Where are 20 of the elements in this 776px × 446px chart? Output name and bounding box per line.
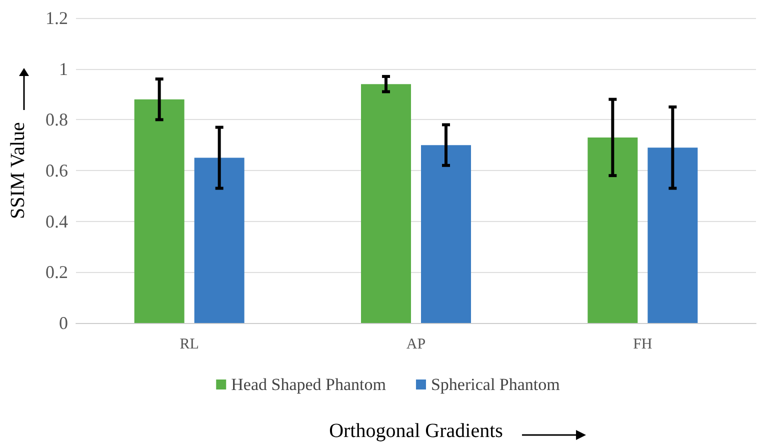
y-axis-title: SSIM Value <box>7 122 29 219</box>
bar <box>361 84 411 323</box>
x-tick-label: AP <box>406 336 426 352</box>
bar <box>648 148 698 323</box>
bar <box>134 99 184 323</box>
bar <box>421 145 471 323</box>
x-axis-title: Orthogonal Gradients <box>329 420 504 442</box>
y-tick-label: 0.2 <box>46 262 68 282</box>
x-tick-label: FH <box>633 336 652 352</box>
bar <box>588 137 638 323</box>
bar <box>194 158 244 323</box>
y-tick-label: 1.2 <box>46 8 68 28</box>
y-tick-label: 0.8 <box>46 110 68 130</box>
y-tick-label: 0 <box>59 313 68 333</box>
legend-label: Spherical Phantom <box>430 375 560 394</box>
legend-label: Head Shaped Phantom <box>231 375 386 394</box>
y-tick-label: 0.6 <box>46 160 68 180</box>
x-tick-label: RL <box>180 336 199 352</box>
y-tick-label: 0.4 <box>46 211 68 232</box>
y-tick-label: 1 <box>59 58 68 79</box>
